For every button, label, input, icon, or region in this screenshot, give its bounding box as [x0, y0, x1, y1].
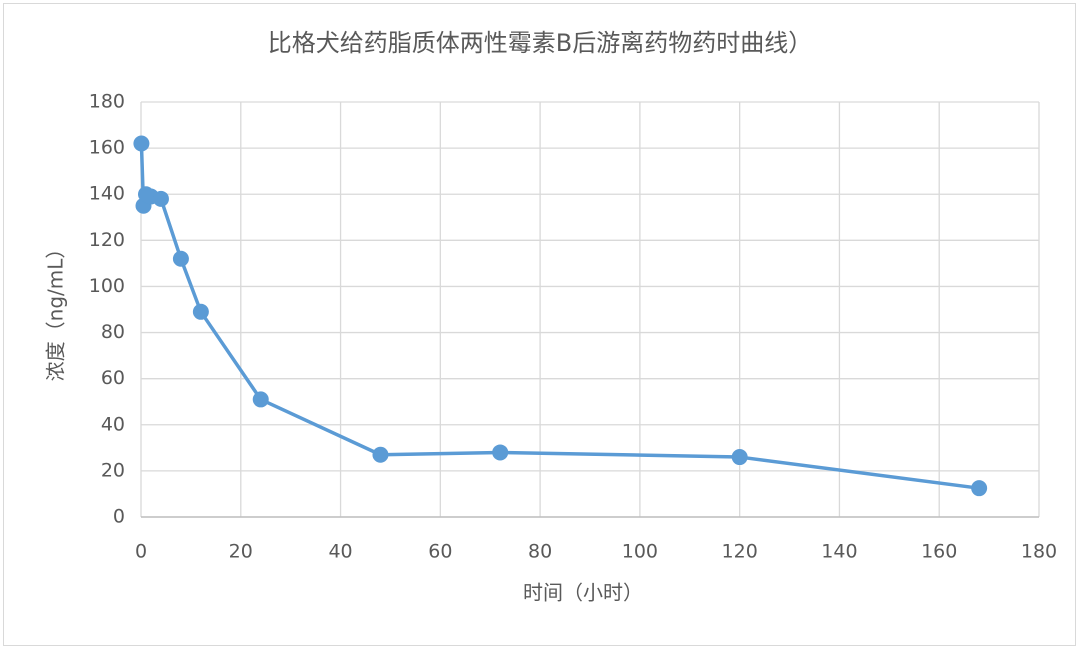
chart-title: 比格犬给药脂质体两性霉素B后游离药物药时曲线）	[268, 29, 812, 57]
data-point	[492, 444, 509, 461]
y-tick-label: 120	[89, 229, 125, 251]
x-tick-label: 20	[229, 541, 253, 563]
y-tick-label: 140	[89, 183, 125, 205]
data-point	[731, 449, 748, 466]
data-point	[192, 303, 209, 320]
x-tick-label: 100	[622, 541, 658, 563]
y-tick-label: 180	[89, 91, 125, 113]
x-axis-label: 时间（小时）	[523, 581, 643, 605]
y-tick-label: 60	[101, 367, 125, 389]
y-tick-label: 0	[113, 506, 125, 528]
x-tick-label: 40	[328, 541, 352, 563]
data-point	[133, 135, 150, 152]
y-axis-label: 浓度（ng/mL）	[44, 239, 68, 382]
x-tick-label: 140	[821, 541, 857, 563]
x-tick-label: 120	[722, 541, 758, 563]
data-point	[252, 391, 269, 408]
data-point	[971, 480, 988, 497]
x-tick-label: 0	[135, 541, 147, 563]
x-tick-label: 180	[1021, 541, 1057, 563]
data-point	[172, 250, 189, 267]
y-tick-label: 160	[89, 137, 125, 159]
x-tick-label: 60	[428, 541, 452, 563]
y-tick-label: 40	[101, 413, 125, 435]
data-point	[372, 446, 389, 463]
x-tick-label: 80	[528, 541, 552, 563]
x-tick-label: 160	[921, 541, 957, 563]
y-tick-label: 100	[89, 275, 125, 297]
y-tick-label: 20	[101, 459, 125, 481]
y-tick-label: 80	[101, 321, 125, 343]
data-point	[152, 190, 169, 207]
